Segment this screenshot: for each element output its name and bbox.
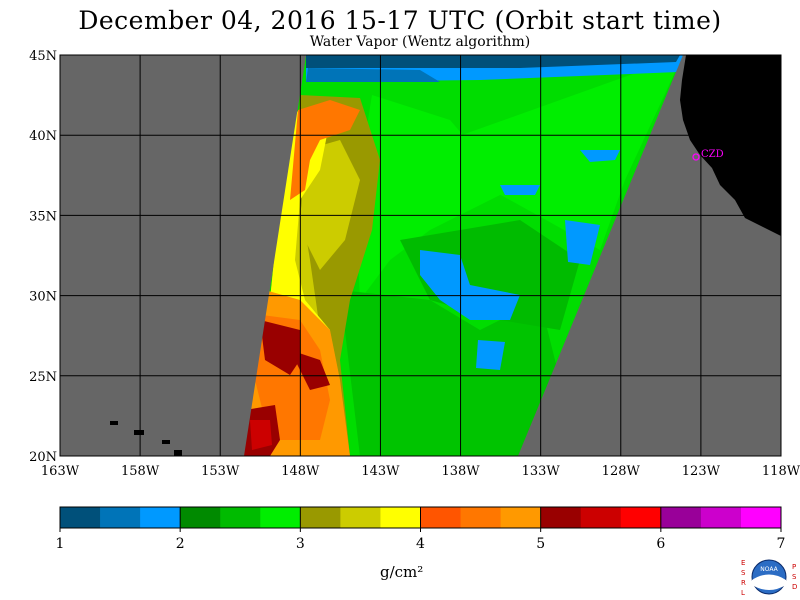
land-hawaii (110, 421, 182, 456)
logo-letter: D (792, 583, 797, 591)
map-title: December 04, 2016 15-17 UTC (Orbit start… (78, 6, 722, 35)
land-north-america (680, 55, 781, 236)
colorbar-swatch (180, 507, 221, 528)
lon-label: 128W (602, 464, 641, 479)
colorbar-swatch (60, 507, 101, 528)
colorbar-swatch (100, 507, 141, 528)
lon-label: 153W (201, 464, 240, 479)
logo-letter: R (741, 579, 746, 587)
colorbar-swatch (380, 507, 421, 528)
colorbar-tick-label: 2 (176, 536, 185, 552)
logo-letter: E (741, 559, 745, 567)
logo-center-text: NOAA (760, 566, 778, 573)
longitude-labels: 163W 158W 153W 148W 143W 138W 133W 128W 123W 118W (41, 464, 800, 479)
lat-label: 45N (29, 49, 57, 64)
colorbar-tick-label: 4 (416, 536, 425, 552)
colorbar-tick-label: 6 (656, 536, 665, 552)
lon-label: 123W (682, 464, 721, 479)
lon-label: 148W (281, 464, 320, 479)
colorbar-swatch (500, 507, 542, 528)
colorbar-swatch (340, 507, 381, 528)
colorbar-swatch (220, 507, 261, 528)
lon-label: 158W (121, 464, 160, 479)
lon-label: 163W (41, 464, 80, 479)
colorbar-swatch (700, 507, 742, 528)
colorbar-swatch (300, 507, 341, 528)
colorbar-swatch (540, 507, 582, 528)
colorbar-tick-label: 5 (536, 536, 545, 552)
colorbar-tick-labels: 1 2 3 4 5 6 7 (56, 536, 786, 552)
lat-label: 25N (29, 370, 57, 385)
colorbar-units: g/cm² (380, 563, 424, 581)
logo-letter: L (741, 589, 745, 597)
logo-letter: P (792, 563, 796, 571)
colorbar-swatch (740, 507, 782, 528)
map-subtitle: Water Vapor (Wentz algorithm) (309, 34, 531, 50)
lon-label: 143W (361, 464, 400, 479)
no-data-left (60, 55, 306, 456)
lon-label: 118W (762, 464, 800, 479)
swath (244, 55, 683, 456)
colorbar-tick-label: 3 (296, 536, 305, 552)
lat-label: 20N (29, 450, 57, 465)
colorbar-swatch (140, 507, 181, 528)
station-marker (692, 153, 700, 161)
colorbar-tick-label: 1 (56, 536, 65, 552)
colorbar-tick-label: 7 (777, 536, 786, 552)
colorbar-swatch (620, 507, 662, 528)
colorbar-swatch (460, 507, 502, 528)
logo-letter: S (792, 573, 797, 581)
station-label: CZD (701, 149, 724, 160)
colorbar-swatch (660, 507, 702, 528)
latitude-labels: 45N 40N 35N 30N 25N 20N (29, 49, 57, 465)
lat-label: 40N (29, 129, 57, 144)
colorbar-swatch (580, 507, 622, 528)
logo-psd-letters: PSD (792, 563, 797, 591)
lat-label: 35N (29, 209, 57, 224)
noaa-bird-icon (752, 574, 786, 590)
logo-letter: S (741, 569, 746, 577)
colorbar (59, 506, 782, 532)
colorbar-swatch (260, 507, 301, 528)
lat-label: 30N (29, 290, 57, 305)
plot-frame (59, 54, 782, 457)
lon-label: 138W (441, 464, 480, 479)
lon-label: 133W (522, 464, 561, 479)
colorbar-swatch (420, 507, 462, 528)
graticule (60, 55, 781, 456)
